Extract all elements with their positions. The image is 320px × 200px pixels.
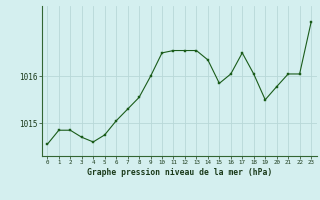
- X-axis label: Graphe pression niveau de la mer (hPa): Graphe pression niveau de la mer (hPa): [87, 168, 272, 177]
